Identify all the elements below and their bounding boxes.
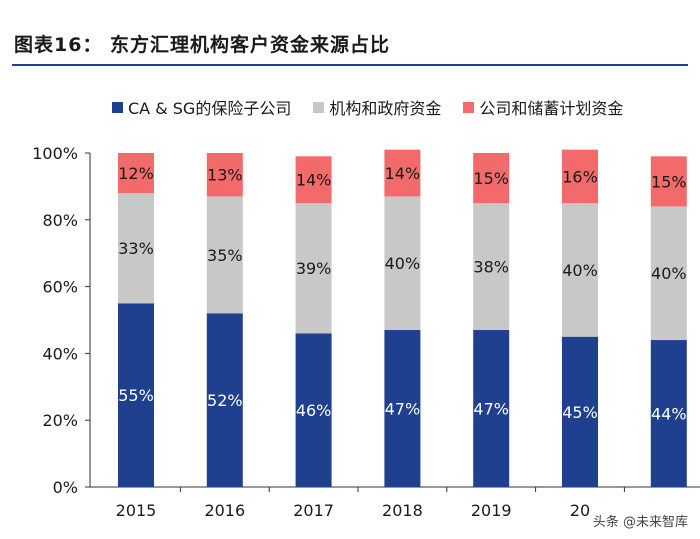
legend-swatch-institutional: [313, 101, 325, 113]
bar-segment: [118, 193, 154, 304]
data-label: 52%: [207, 391, 243, 410]
bar-segment: [562, 203, 598, 337]
bar-segment: [295, 333, 332, 487]
title-divider: [12, 64, 688, 66]
bar-segment: [562, 336, 598, 487]
data-label: 15%: [473, 169, 509, 188]
bar-segment: [473, 153, 510, 204]
y-tick-label: 20%: [42, 411, 78, 430]
data-label: 40%: [562, 261, 598, 280]
bar-segment: [295, 203, 332, 334]
bar-segment: [206, 153, 243, 197]
data-label: 55%: [118, 386, 154, 405]
data-label: 35%: [207, 246, 243, 265]
data-label: 13%: [207, 166, 243, 185]
bar-segment: [384, 196, 421, 331]
data-label: 45%: [562, 403, 598, 422]
bar-segment: [206, 196, 243, 314]
data-label: 46%: [296, 401, 332, 420]
data-label: 39%: [296, 259, 332, 278]
legend-label-insurance: CA & SG的保险子公司: [128, 99, 292, 118]
y-tick-label: 60%: [42, 278, 78, 297]
bar-segment: [650, 156, 687, 207]
bar-segment: [650, 340, 687, 487]
data-label: 12%: [118, 164, 154, 183]
data-label: 14%: [385, 164, 421, 183]
data-label: 40%: [651, 264, 687, 283]
y-tick-label: 100%: [32, 144, 78, 163]
x-tick-label: 20: [570, 501, 590, 520]
data-label: 47%: [473, 400, 509, 419]
legend-label-corporate: 公司和储蓄计划资金: [479, 99, 624, 118]
data-label: 44%: [651, 405, 687, 424]
watermark: 头条 @未来智库: [588, 510, 692, 531]
data-label: 38%: [473, 258, 509, 277]
x-tick-label: 2015: [116, 501, 157, 520]
chart-legend: CA & SG的保险子公司 机构和政府资金 公司和储蓄计划资金: [112, 95, 623, 119]
bar-segment: [118, 303, 154, 487]
legend-item-institutional: 机构和政府资金: [313, 95, 441, 119]
legend-item-corporate: 公司和储蓄计划资金: [463, 95, 623, 119]
x-tick-label: 2017: [293, 501, 334, 520]
bar-segment: [295, 156, 332, 204]
y-tick-label: 80%: [42, 211, 78, 230]
legend-swatch-insurance: [112, 101, 123, 113]
data-label: 40%: [385, 254, 421, 273]
bar-segment: [473, 330, 510, 487]
data-label: 33%: [118, 239, 154, 258]
bar-segment: [118, 153, 154, 194]
bar-segment: [473, 203, 510, 331]
y-tick-label: 40%: [42, 344, 78, 363]
legend-item-insurance: CA & SG的保险子公司: [112, 95, 291, 119]
data-label: 14%: [296, 171, 332, 190]
x-tick-label: 2016: [204, 501, 245, 520]
bar-segment: [384, 149, 421, 197]
x-tick-label: 2018: [382, 501, 423, 520]
legend-label-institutional: 机构和政府资金: [329, 99, 442, 118]
bar-segment: [384, 330, 421, 487]
y-tick-label: 0%: [53, 478, 78, 497]
x-tick-label: 2019: [471, 501, 512, 520]
bar-segment: [206, 313, 243, 487]
bar-segment: [650, 206, 687, 341]
bar-segment: [562, 149, 598, 204]
legend-swatch-corporate: [463, 101, 475, 113]
data-label: 15%: [651, 172, 687, 191]
data-label: 47%: [385, 400, 421, 419]
chart-title: 图表16： 东方汇理机构客户资金来源占比: [14, 34, 391, 56]
data-label: 16%: [562, 167, 598, 186]
